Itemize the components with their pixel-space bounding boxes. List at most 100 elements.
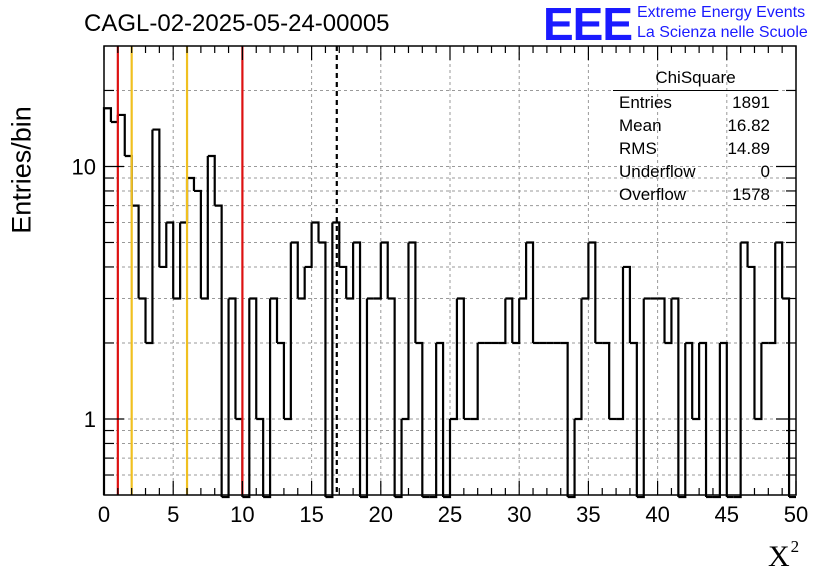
y-tick-label: 1 xyxy=(84,407,96,432)
grid-layer xyxy=(104,46,796,495)
stats-row-mean: Mean 16.82 xyxy=(613,114,778,137)
histogram-bin xyxy=(678,342,687,499)
histogram-bin xyxy=(747,265,756,419)
histogram-bin xyxy=(214,204,223,497)
stats-label: Entries xyxy=(619,93,672,112)
histogram-bin xyxy=(782,297,791,497)
histogram-bin xyxy=(200,156,209,300)
run-title: CAGL-02-2025-05-24-00005 xyxy=(84,10,390,37)
x-axis-label-text: X xyxy=(768,540,790,573)
x-tick-label: 0 xyxy=(98,502,110,527)
histogram-bin xyxy=(456,297,465,419)
histogram-bin xyxy=(512,298,521,345)
stats-box: ChiSquare Entries 1891 Mean 16.82 RMS 14.89… xyxy=(613,67,778,206)
histogram-bin xyxy=(685,341,694,419)
histogram-bin xyxy=(242,298,251,499)
tick-label-layer: 0 5 10 15 20 25 30 35 40 45 50 1 10 xyxy=(72,154,809,527)
project-name-line2: La Scienza nelle Scuole xyxy=(637,24,808,41)
histogram-bin xyxy=(560,341,569,497)
eee-logo: EEE xyxy=(543,0,633,50)
histogram-bin xyxy=(443,418,452,499)
histogram-bin xyxy=(692,342,701,421)
x-tick-label: 50 xyxy=(784,502,808,527)
histogram-bin xyxy=(360,298,369,499)
histogram-bin xyxy=(498,298,507,345)
histogram-bin xyxy=(775,241,784,299)
stats-value: 0 xyxy=(760,162,770,181)
histogram-bin xyxy=(249,297,258,419)
x-tick-label: 45 xyxy=(715,502,739,527)
histogram-bin xyxy=(207,154,216,206)
x-axis-label: X2 xyxy=(768,537,799,574)
histogram-bin xyxy=(657,297,666,343)
stats-row-underflow: Underflow 0 xyxy=(613,160,778,183)
project-name: Extreme Energy Events La Scienza nelle S… xyxy=(637,3,808,43)
histogram-bin xyxy=(346,242,355,300)
y-axis-label-text: Entries/bin xyxy=(6,106,37,234)
stats-value: 1891 xyxy=(732,93,770,112)
histogram-bin xyxy=(470,342,479,421)
histogram-bin xyxy=(526,241,535,343)
histogram-bin xyxy=(166,221,175,299)
histogram-bin xyxy=(283,242,292,421)
x-tick-label: 40 xyxy=(645,502,669,527)
histogram-bin xyxy=(228,297,237,419)
histogram-bin xyxy=(297,266,306,300)
histogram-bin xyxy=(290,241,299,299)
stats-value: 16.82 xyxy=(727,116,770,135)
histogram-bin xyxy=(450,298,459,421)
stats-label: Overflow xyxy=(619,185,687,204)
histogram-bin xyxy=(152,128,161,267)
x-tick-label: 10 xyxy=(230,502,254,527)
histogram-bin xyxy=(394,418,403,499)
histogram-bin xyxy=(588,241,597,343)
histogram-bin xyxy=(581,242,590,300)
x-tick-label: 15 xyxy=(299,502,323,527)
histogram-bin xyxy=(629,341,638,497)
histogram-bin xyxy=(387,297,396,497)
histogram-bin xyxy=(436,341,445,497)
stats-value: 14.89 xyxy=(727,139,770,158)
x-tick-label: 20 xyxy=(369,502,393,527)
stats-value: 1578 xyxy=(732,185,770,204)
histogram-bin xyxy=(754,342,763,421)
histogram-bin xyxy=(699,341,708,497)
histogram-bin xyxy=(567,418,576,499)
histogram-bin xyxy=(616,266,625,421)
histogram-bin xyxy=(671,297,680,497)
histogram-bin xyxy=(325,222,334,499)
histogram-bin xyxy=(332,221,341,267)
histogram-bin xyxy=(719,341,728,497)
histogram-bin xyxy=(636,298,645,499)
histogram-bin xyxy=(373,242,382,300)
tick-layer xyxy=(103,46,797,495)
stats-title: ChiSquare xyxy=(613,67,778,91)
histogram-bin xyxy=(408,241,417,343)
histogram-bin xyxy=(173,222,182,300)
y-axis-label: Entries/bin xyxy=(2,106,42,234)
stats-label: Underflow xyxy=(619,162,696,181)
histogram-bin xyxy=(145,129,154,345)
stats-label: RMS xyxy=(619,139,657,158)
stats-label: Mean xyxy=(619,116,662,135)
histogram-bin xyxy=(117,113,126,157)
histogram-bin xyxy=(505,297,514,343)
histogram-bin xyxy=(263,298,272,499)
x-tick-label: 5 xyxy=(167,502,179,527)
histogram-bin xyxy=(138,297,147,343)
histogram-bin xyxy=(768,242,777,345)
histogram-bin xyxy=(623,265,632,343)
histogram-bin xyxy=(131,204,140,299)
stats-row-entries: Entries 1891 xyxy=(613,91,778,114)
histogram-bin xyxy=(270,297,279,343)
histogram-bin xyxy=(187,176,196,191)
histogram-bin xyxy=(519,242,528,300)
x-axis-label-sup: 2 xyxy=(790,537,800,556)
histogram-bin xyxy=(159,222,168,269)
histogram-bin xyxy=(353,241,362,497)
histogram-bin xyxy=(602,341,611,419)
histogram-bin xyxy=(733,242,742,499)
x-tick-label: 25 xyxy=(438,502,462,527)
project-name-line1: Extreme Energy Events xyxy=(637,4,806,21)
